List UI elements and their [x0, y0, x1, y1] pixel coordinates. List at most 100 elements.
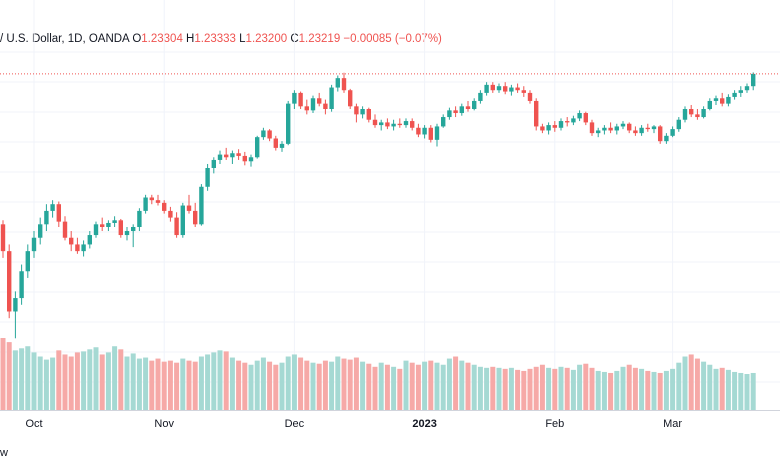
volume-bar: [285, 356, 291, 410]
x-tick-label: Oct: [25, 418, 42, 430]
volume-bar: [564, 367, 570, 410]
candle-body: [713, 98, 719, 101]
candle-body: [25, 251, 30, 272]
volume-bars: [0, 338, 756, 410]
x-tick-label: Dec: [285, 418, 305, 430]
volume-bar: [422, 361, 428, 410]
candle-body: [354, 106, 359, 115]
candle-body: [13, 298, 18, 312]
volume-bar: [68, 356, 74, 410]
chart-grid: [0, 0, 780, 410]
volume-bar: [43, 359, 49, 410]
candle-body: [670, 129, 675, 136]
volume-bar: [192, 361, 198, 410]
candle-body: [515, 87, 520, 91]
volume-bar: [372, 366, 378, 410]
volume-bar: [223, 351, 229, 410]
candle-body: [658, 126, 663, 142]
candle-body: [571, 118, 576, 123]
volume-bar: [136, 358, 142, 410]
candle-body: [639, 127, 644, 134]
volume-bar: [310, 362, 316, 410]
volume-bar: [645, 370, 651, 410]
watermark-text: w: [0, 447, 8, 459]
candle-body: [484, 84, 489, 93]
candle-body: [304, 106, 309, 111]
candle-body: [490, 84, 495, 91]
volume-bar: [670, 368, 676, 410]
volume-bar: [651, 371, 657, 410]
candle-body: [329, 87, 334, 109]
candle-body: [453, 110, 458, 114]
volume-bar: [732, 371, 738, 410]
volume-bar: [105, 352, 111, 410]
volume-bar: [601, 371, 607, 410]
volume-bar: [589, 367, 595, 410]
volume-bar: [459, 360, 465, 410]
candle-body: [155, 200, 161, 203]
candle-body: [627, 123, 632, 131]
volume-bar: [663, 370, 669, 410]
candle-body: [168, 210, 173, 218]
volume-bar: [440, 364, 446, 410]
volume-bar: [744, 374, 750, 410]
candle-body: [552, 125, 557, 128]
candle-body: [236, 153, 241, 156]
candle-body: [720, 98, 725, 104]
volume-bar: [639, 368, 645, 410]
volume-bar: [174, 362, 180, 410]
candle-body: [230, 153, 235, 158]
volume-bar: [329, 361, 335, 410]
candle-body: [397, 123, 402, 126]
volume-bar: [378, 362, 384, 410]
volume-bar: [155, 358, 161, 410]
candle-body: [583, 113, 588, 123]
candle-body: [676, 119, 681, 130]
candle-body: [521, 90, 526, 93]
volume-bar: [490, 366, 496, 410]
volume-bar: [577, 364, 583, 410]
volume-bar: [0, 338, 6, 410]
volume-bar: [186, 360, 192, 410]
candle-body: [323, 103, 328, 109]
candle-body: [81, 244, 86, 252]
candle-body: [596, 130, 601, 134]
legend-change: −0.00085 (−0.07%): [343, 33, 442, 45]
volume-bar: [198, 356, 204, 410]
candle-body: [100, 224, 105, 227]
candle-body: [540, 126, 545, 131]
volume-bar: [353, 357, 359, 410]
volume-bar: [267, 361, 273, 410]
volume-bar: [341, 358, 347, 410]
candle-body: [546, 125, 551, 131]
candle-body: [379, 122, 384, 126]
volume-bar: [99, 354, 105, 410]
volume-bar: [93, 347, 99, 410]
volume-bar: [502, 368, 508, 410]
volume-bar: [167, 360, 173, 410]
candle-body: [149, 197, 154, 201]
candle-body: [478, 92, 483, 101]
volume-bar: [56, 350, 62, 410]
volume-bar: [149, 360, 155, 410]
volume-bar: [161, 361, 167, 410]
volume-bar: [676, 362, 682, 410]
candle-body: [391, 123, 396, 127]
volume-bar: [236, 360, 242, 410]
volume-bar: [229, 357, 235, 410]
candle-body: [248, 157, 254, 162]
candle-body: [273, 138, 278, 148]
volume-bar: [217, 350, 223, 410]
volume-bar: [205, 354, 211, 410]
candle-body: [69, 237, 74, 245]
candle-body: [7, 251, 12, 312]
candle-body: [19, 271, 24, 299]
volume-bar: [180, 358, 186, 410]
candle-body: [44, 210, 49, 225]
volume-bar: [25, 346, 31, 410]
volume-bar: [682, 356, 688, 410]
volume-bar: [124, 356, 130, 410]
volume-bar: [87, 349, 93, 410]
volume-bar: [211, 352, 217, 410]
